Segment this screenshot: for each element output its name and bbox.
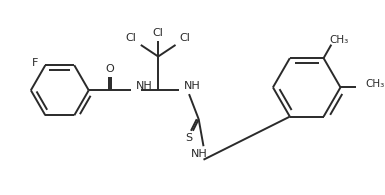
Text: S: S [186,134,192,144]
Text: CH₃: CH₃ [365,79,385,89]
Text: Cl: Cl [180,33,191,43]
Text: NH: NH [184,81,201,91]
Text: F: F [32,58,38,68]
Text: Cl: Cl [153,28,164,38]
Text: O: O [105,64,114,74]
Text: Cl: Cl [126,33,137,43]
Text: NH: NH [191,149,208,159]
Text: NH: NH [136,81,153,91]
Text: CH₃: CH₃ [330,35,349,45]
